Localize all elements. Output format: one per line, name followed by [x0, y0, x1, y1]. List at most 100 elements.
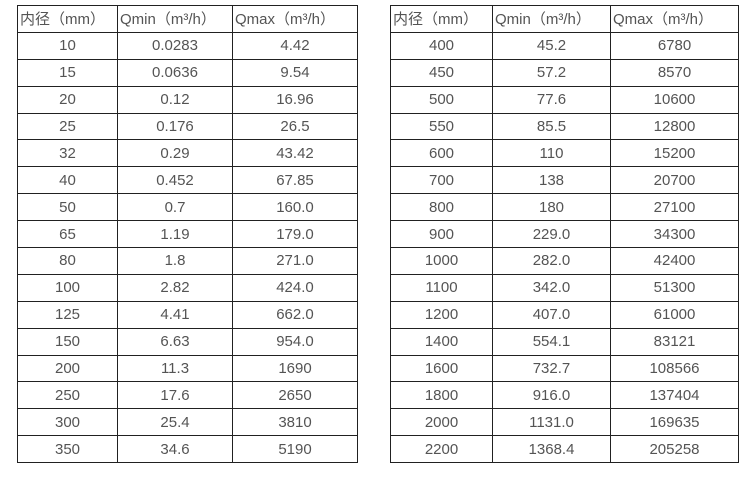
- table-cell: 25.4: [117, 408, 233, 437]
- table-cell: 1.19: [117, 220, 233, 249]
- table-cell: 2.82: [117, 273, 233, 302]
- table-cell: 2000: [390, 408, 493, 437]
- table-cell: 0.29: [117, 139, 233, 168]
- table-cell: 1600: [390, 354, 493, 383]
- table-cell: 83121: [610, 327, 739, 356]
- table-cell: 9.54: [232, 58, 358, 87]
- table-cell: 954.0: [232, 327, 358, 356]
- table-cell: 6780: [610, 31, 739, 60]
- table-body: 10 0.0283 4.42 15 0.0636 9.54 20 0.12 16.96 25 0.1…: [17, 31, 358, 464]
- table-cell: 160.0: [232, 193, 358, 222]
- table-row: 25 0.176 26.5: [17, 112, 358, 141]
- table-cell: 12800: [610, 112, 739, 141]
- table-row: 40 0.452 67.85: [17, 166, 358, 195]
- table-header-row: 内径（mm） Qmin（m³/h） Qmax（m³/h）: [390, 5, 739, 33]
- table-cell: 900: [390, 220, 493, 249]
- table-cell: 34300: [610, 220, 739, 249]
- table-cell: 125: [17, 300, 118, 329]
- table-cell: 0.452: [117, 166, 233, 195]
- table-cell: 1368.4: [492, 435, 611, 464]
- table-cell: 1131.0: [492, 408, 611, 437]
- table-cell: 20700: [610, 166, 739, 195]
- table-row: 350 34.6 5190: [17, 435, 358, 464]
- table-row: 550 85.5 12800: [390, 112, 739, 141]
- table-cell: 450: [390, 58, 493, 87]
- table-row: 100 2.82 424.0: [17, 273, 358, 302]
- table-row: 50 0.7 160.0: [17, 193, 358, 222]
- table-cell: 1690: [232, 354, 358, 383]
- table-row: 2200 1368.4 205258: [390, 435, 739, 464]
- table-row: 150 6.63 954.0: [17, 327, 358, 356]
- column-header-qmin: Qmin（m³/h）: [117, 5, 233, 33]
- table-cell: 65: [17, 220, 118, 249]
- table-cell: 25: [17, 112, 118, 141]
- table-body: 400 45.2 6780 450 57.2 8570 500 77.6 10600 550 85.…: [390, 31, 739, 464]
- table-cell: 1000: [390, 247, 493, 275]
- table-cell: 43.42: [232, 139, 358, 168]
- table-cell: 4.41: [117, 300, 233, 329]
- table-cell: 3810: [232, 408, 358, 437]
- table-row: 600 110 15200: [390, 139, 739, 168]
- table-row: 2000 1131.0 169635: [390, 408, 739, 437]
- table-cell: 110: [492, 139, 611, 168]
- table-cell: 27100: [610, 193, 739, 222]
- table-row: 200 11.3 1690: [17, 354, 358, 383]
- flow-rate-table-large-diameters: 内径（mm） Qmin（m³/h） Qmax（m³/h） 400 45.2 6780…: [390, 5, 739, 464]
- table-cell: 15200: [610, 139, 739, 168]
- table-cell: 205258: [610, 435, 739, 464]
- table-cell: 15: [17, 58, 118, 87]
- table-cell: 662.0: [232, 300, 358, 329]
- table-cell: 732.7: [492, 354, 611, 383]
- table-cell: 250: [17, 381, 118, 410]
- table-cell: 50: [17, 193, 118, 222]
- table-cell: 0.0283: [117, 31, 233, 60]
- table-cell: 271.0: [232, 247, 358, 275]
- table-row: 800 180 27100: [390, 193, 739, 222]
- table-cell: 100: [17, 273, 118, 302]
- column-header-qmax: Qmax（m³/h）: [232, 5, 358, 33]
- table-row: 32 0.29 43.42: [17, 139, 358, 168]
- table-cell: 179.0: [232, 220, 358, 249]
- table-row: 500 77.6 10600: [390, 85, 739, 114]
- table-cell: 6.63: [117, 327, 233, 356]
- table-cell: 342.0: [492, 273, 611, 302]
- table-cell: 108566: [610, 354, 739, 383]
- table-cell: 77.6: [492, 85, 611, 114]
- table-cell: 4.42: [232, 31, 358, 60]
- table-cell: 0.0636: [117, 58, 233, 87]
- table-cell: 16.96: [232, 85, 358, 114]
- column-header-qmax: Qmax（m³/h）: [610, 5, 739, 33]
- table-cell: 600: [390, 139, 493, 168]
- table-cell: 916.0: [492, 381, 611, 410]
- table-cell: 150: [17, 327, 118, 356]
- table-cell: 17.6: [117, 381, 233, 410]
- table-cell: 300: [17, 408, 118, 437]
- table-cell: 2200: [390, 435, 493, 464]
- table-cell: 45.2: [492, 31, 611, 60]
- table-cell: 0.7: [117, 193, 233, 222]
- table-cell: 424.0: [232, 273, 358, 302]
- table-row: 1800 916.0 137404: [390, 381, 739, 410]
- table-cell: 5190: [232, 435, 358, 464]
- table-row: 10 0.0283 4.42: [17, 31, 358, 60]
- table-cell: 137404: [610, 381, 739, 410]
- table-cell: 500: [390, 85, 493, 114]
- table-header-row: 内径（mm） Qmin（m³/h） Qmax（m³/h）: [17, 5, 358, 33]
- table-cell: 700: [390, 166, 493, 195]
- table-cell: 10600: [610, 85, 739, 114]
- table-cell: 554.1: [492, 327, 611, 356]
- table-row: 80 1.8 271.0: [17, 247, 358, 275]
- table-row: 250 17.6 2650: [17, 381, 358, 410]
- table-cell: 2650: [232, 381, 358, 410]
- table-cell: 1200: [390, 300, 493, 329]
- table-cell: 32: [17, 139, 118, 168]
- table-row: 1200 407.0 61000: [390, 300, 739, 329]
- table-cell: 1100: [390, 273, 493, 302]
- table-row: 900 229.0 34300: [390, 220, 739, 249]
- table-row: 1100 342.0 51300: [390, 273, 739, 302]
- table-cell: 34.6: [117, 435, 233, 464]
- table-cell: 57.2: [492, 58, 611, 87]
- table-row: 300 25.4 3810: [17, 408, 358, 437]
- table-cell: 200: [17, 354, 118, 383]
- table-row: 15 0.0636 9.54: [17, 58, 358, 87]
